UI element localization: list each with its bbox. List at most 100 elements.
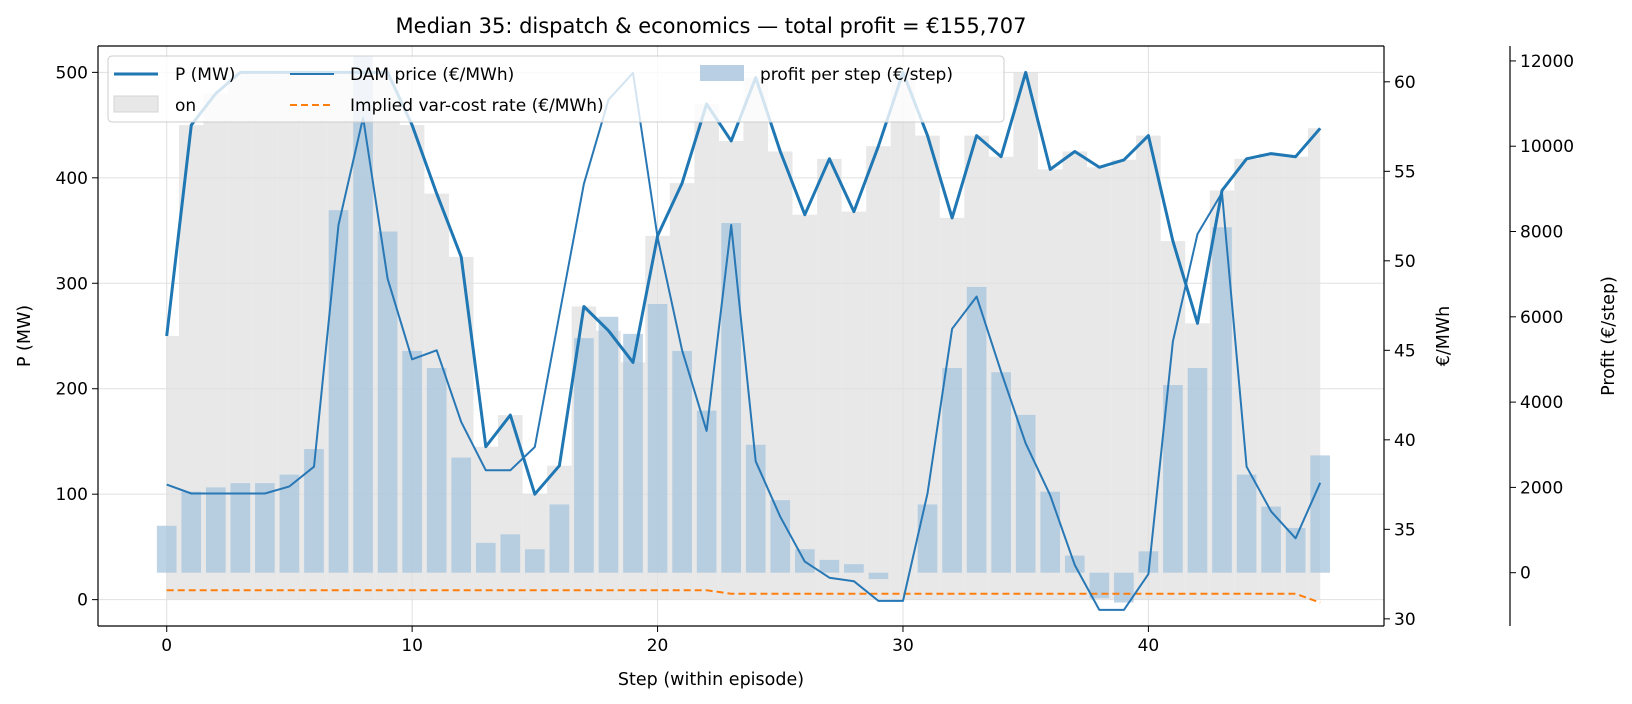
legend-label-profit: profit per step (€/step): [760, 65, 953, 85]
profit-bar: [672, 350, 692, 573]
on-state-segment: [792, 214, 818, 600]
left-tick-label: 200: [56, 380, 88, 400]
profit-bar: [1212, 227, 1232, 573]
left-tick-label: 500: [56, 63, 88, 83]
legend-label-p: P (MW): [175, 65, 235, 85]
left-tick-label: 300: [56, 274, 88, 294]
legend-label-price: DAM price (€/MWh): [350, 65, 514, 85]
legend-label-on: on: [175, 96, 196, 116]
profit-tick-label: 4000: [1520, 393, 1563, 413]
legend-label-varcost: Implied var-cost rate (€/MWh): [350, 96, 604, 116]
legend-box: [107, 55, 1005, 123]
profit-tick-label: 6000: [1520, 308, 1563, 328]
axes: [92, 45, 1516, 632]
profit-bar: [819, 559, 840, 573]
price-tick-label: 30: [1394, 610, 1416, 630]
profit-bar: [377, 231, 398, 573]
left-tick-label: 0: [77, 591, 88, 611]
profit-bar: [1285, 527, 1306, 573]
profit-bar: [868, 572, 889, 580]
profit-bar: [745, 444, 766, 573]
profit-bar: [475, 542, 496, 573]
profit-bar: [304, 449, 324, 573]
profit-bar: [1310, 455, 1331, 573]
x-axis-label: Step (within episode): [618, 670, 804, 690]
legend-swatch-profit: [700, 65, 744, 81]
profit-bar: [156, 525, 177, 573]
y-axis-label-profit: Profit (€/step): [1599, 276, 1619, 396]
profit-bar: [1114, 572, 1134, 603]
profit-bar: [1187, 367, 1208, 573]
profit-bar: [770, 500, 791, 573]
profit-bar: [1040, 491, 1061, 573]
price-tick-label: 60: [1394, 73, 1416, 93]
profit-bar: [574, 338, 594, 573]
legend-swatch-on: [113, 95, 159, 113]
price-tick-label: 35: [1394, 520, 1416, 540]
profit-bar: [353, 56, 373, 573]
on-state-segment: [1087, 167, 1112, 600]
profit-bar: [402, 350, 422, 573]
profit-bar: [1015, 414, 1036, 573]
profit-bar: [1163, 385, 1183, 573]
tick-labels: 0 10 20 30 400100200300400500303540455055600…: [56, 52, 1575, 656]
left-tick-label: 400: [56, 169, 88, 189]
on-state-segment: [1283, 156, 1308, 600]
profit-bar: [721, 222, 741, 573]
on-state-segment: [1062, 151, 1088, 600]
profit-bar: [451, 457, 472, 573]
profit-bar: [844, 564, 864, 573]
profit-bar: [1138, 551, 1159, 573]
profit-bar: [1261, 506, 1281, 573]
chart-title: Median 35: dispatch & economics — total …: [396, 14, 1027, 38]
x-tick-label: 10: [401, 636, 423, 656]
profit-tick-label: 0: [1520, 564, 1531, 584]
on-state-segment: [473, 446, 499, 600]
profit-bar: [328, 210, 349, 573]
profit-bar: [598, 316, 619, 573]
legend: P (MW) on DAM price (€/MWh) Implied var-…: [107, 55, 1005, 123]
dam-price-line: [166, 71, 1322, 611]
price-tick-label: 50: [1394, 252, 1416, 272]
price-tick-label: 40: [1394, 431, 1416, 451]
profit-bar: [426, 367, 447, 573]
x-tick-label: 30: [892, 636, 914, 656]
profit-tick-label: 10000: [1520, 137, 1574, 157]
profit-bar: [647, 304, 668, 573]
profit-bar: [942, 367, 962, 573]
profit-bar: [205, 487, 226, 573]
y-axis-label-price: €/MWh: [1434, 306, 1454, 367]
on-state-segment: [1111, 159, 1137, 600]
profit-tick-label: 2000: [1520, 478, 1563, 498]
profit-bar: [500, 534, 521, 573]
on-state-segment: [866, 146, 891, 600]
profit-bar: [966, 286, 987, 573]
profit-bar: [917, 504, 938, 573]
x-tick-label: 40: [1138, 636, 1160, 656]
profit-bar: [1236, 474, 1257, 573]
profit-bar: [623, 333, 643, 573]
x-tick-label: 20: [647, 636, 669, 656]
on-state-segment: [841, 211, 867, 600]
profit-bar: [1089, 572, 1110, 599]
profit-bar: [549, 504, 570, 573]
left-tick-label: 100: [56, 485, 88, 505]
profit-bar: [696, 410, 717, 573]
profit-tick-label: 8000: [1520, 223, 1563, 243]
profit-tick-label: 12000: [1520, 52, 1574, 72]
profit-bar: [525, 549, 545, 573]
on-state-segment: [817, 158, 842, 600]
varcost-line: [166, 589, 1321, 604]
y-axis-label-left: P (MW): [15, 305, 35, 367]
profit-bar: [181, 491, 202, 573]
profit-bar: [991, 372, 1011, 573]
price-tick-label: 55: [1394, 162, 1416, 182]
profit-bar: [255, 483, 275, 573]
on-state-segment: [522, 494, 548, 600]
profit-bar: [279, 474, 300, 573]
profit-bars: [156, 56, 1331, 603]
price-tick-label: 45: [1394, 341, 1416, 361]
x-tick-label: 0: [161, 636, 172, 656]
profit-bar: [230, 483, 251, 573]
